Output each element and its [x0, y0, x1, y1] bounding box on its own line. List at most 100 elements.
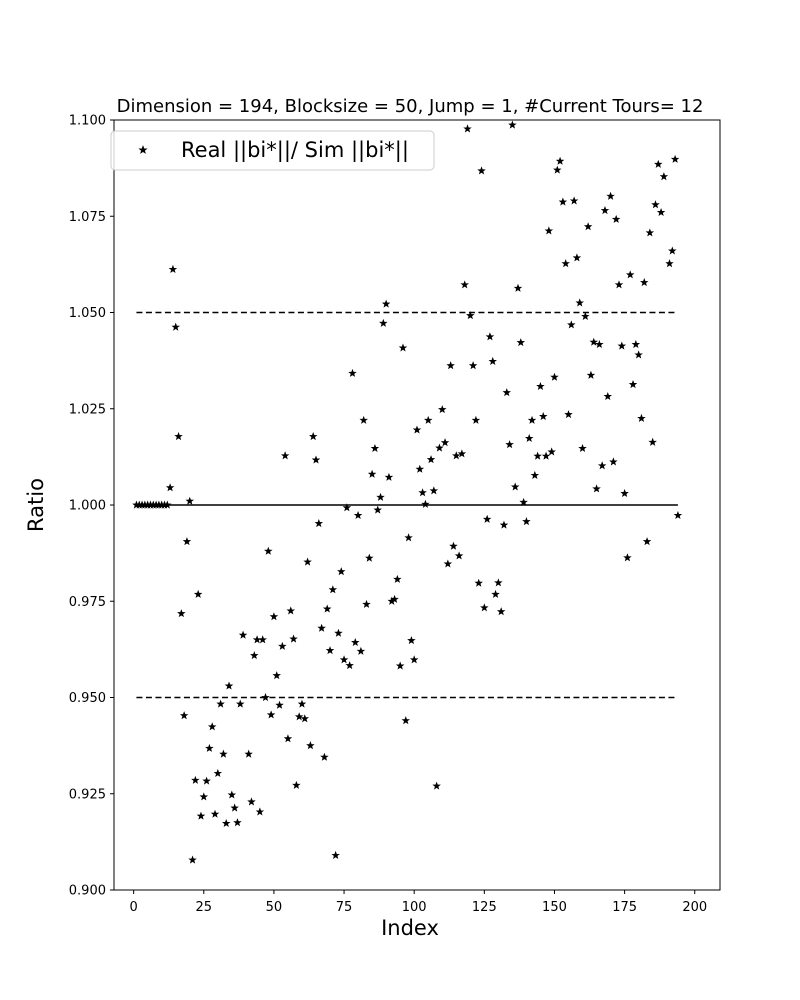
data-point-star — [533, 451, 542, 460]
y-tick-label: 1.000 — [69, 499, 106, 514]
data-point-star — [219, 749, 228, 758]
data-point-star — [519, 497, 528, 506]
data-point-star — [384, 472, 394, 481]
data-point-star — [199, 792, 209, 801]
data-point-star — [395, 661, 405, 670]
x-tick-label: 25 — [196, 900, 213, 915]
data-point-star — [269, 612, 279, 621]
data-point-star — [409, 655, 419, 664]
data-point-star — [625, 270, 635, 279]
data-point-star — [640, 278, 649, 287]
data-point-star — [188, 855, 197, 864]
data-point-star — [345, 661, 354, 670]
data-point-star — [191, 775, 200, 784]
data-point-star — [654, 159, 663, 168]
data-point-star — [530, 470, 540, 479]
data-point-star — [272, 671, 281, 680]
data-point-star — [488, 356, 497, 366]
data-point-star — [623, 553, 632, 562]
data-point-star — [482, 514, 492, 523]
data-point-star — [485, 332, 495, 341]
x-axis-label: Index — [381, 916, 439, 940]
data-point-star — [480, 603, 489, 612]
data-point-star — [443, 559, 453, 568]
legend-star-marker — [138, 145, 148, 154]
data-point-star — [547, 447, 556, 456]
chart-title: Dimension = 194, Blocksize = 50, Jump = … — [117, 96, 704, 117]
data-point-star — [603, 391, 613, 401]
data-point-star — [348, 368, 357, 377]
data-point-star — [423, 415, 433, 424]
legend-entry-label: Real ||bi*||/ Sim ||bi*|| — [181, 138, 409, 163]
data-point-star — [367, 469, 377, 478]
data-point-star — [255, 807, 265, 816]
data-point-star — [165, 483, 175, 492]
data-point-star — [502, 388, 512, 397]
data-point-star — [353, 510, 363, 520]
data-point-star — [544, 226, 554, 235]
data-point-star — [457, 449, 467, 458]
data-point-star — [174, 432, 183, 441]
data-point-star — [561, 259, 570, 268]
data-point-star — [314, 519, 324, 528]
data-point-star — [429, 486, 439, 495]
data-point-star — [415, 464, 425, 473]
data-point-star — [575, 298, 584, 307]
data-point-star — [322, 604, 332, 613]
x-tick-label: 150 — [542, 900, 567, 915]
data-point-star — [505, 440, 514, 449]
data-point-star — [381, 299, 391, 308]
data-point-star — [513, 283, 523, 292]
data-point-star — [614, 280, 624, 289]
data-point-star — [317, 623, 326, 632]
data-point-star — [264, 546, 273, 555]
data-point-star — [216, 699, 225, 708]
x-axis: 0 25 50 75 100 125 150 175 200 — [129, 890, 707, 915]
data-point-star — [452, 451, 461, 460]
data-point-star — [583, 222, 593, 231]
data-point-star — [207, 722, 217, 731]
data-point-star — [168, 264, 178, 273]
data-point-star — [600, 206, 610, 215]
data-point-star — [404, 533, 413, 542]
data-point-star — [541, 451, 551, 460]
data-point-star — [620, 488, 629, 498]
x-tick-label: 0 — [129, 900, 137, 915]
y-tick-label: 1.075 — [69, 210, 106, 225]
data-point-star — [328, 585, 338, 594]
x-tick-label: 100 — [402, 900, 427, 915]
data-point-star — [331, 850, 340, 859]
y-tick-label: 0.950 — [69, 691, 106, 706]
data-point-star — [440, 438, 450, 447]
data-point-star — [631, 340, 641, 349]
y-tick-label: 0.925 — [69, 787, 106, 802]
data-point-star — [401, 716, 411, 725]
data-point-star — [221, 818, 231, 828]
data-point-star — [337, 567, 346, 576]
data-point-star — [238, 630, 248, 639]
y-axis: 0.900 0.925 0.950 0.975 1.000 1.025 1.050 1.075… — [69, 114, 114, 899]
data-point-star — [376, 492, 385, 501]
x-tick-label: 125 — [472, 900, 497, 915]
data-point-star — [446, 361, 455, 370]
data-point-star — [179, 711, 189, 720]
data-point-star — [320, 752, 329, 761]
data-point-star — [205, 743, 214, 752]
data-point-star — [648, 437, 657, 446]
data-point-star — [516, 338, 526, 347]
data-point-star — [379, 318, 388, 327]
y-axis-label: Ratio — [24, 478, 48, 532]
data-point-star — [193, 589, 203, 598]
data-point-star — [468, 361, 478, 370]
data-point-star — [634, 350, 643, 359]
data-point-star — [407, 636, 416, 645]
data-point-star — [656, 207, 666, 217]
data-point-star — [553, 165, 562, 174]
data-point-star — [266, 710, 276, 719]
data-point-star — [466, 311, 475, 320]
data-point-star — [555, 156, 565, 165]
data-point-star — [250, 651, 259, 660]
data-point-star — [432, 781, 441, 790]
data-point-star — [233, 818, 242, 827]
